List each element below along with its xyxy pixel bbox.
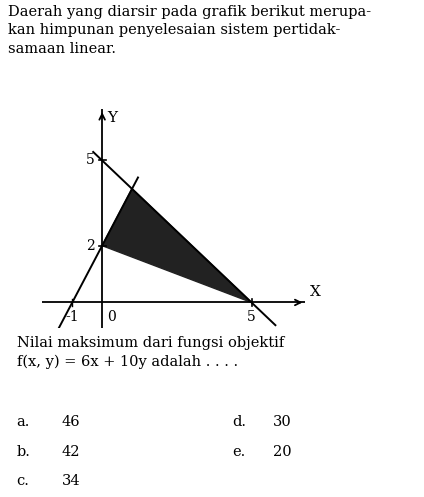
Text: 34: 34 [61,474,80,488]
Text: 5: 5 [86,154,95,167]
Text: b.: b. [17,444,31,459]
Text: 46: 46 [61,415,80,429]
Polygon shape [102,189,251,303]
Text: 0: 0 [108,311,116,325]
Text: X: X [310,285,321,299]
Text: 30: 30 [273,415,292,429]
Text: Y: Y [108,111,117,125]
Text: 5: 5 [247,311,256,325]
Text: 20: 20 [273,444,292,459]
Text: c.: c. [17,474,30,488]
Text: 2: 2 [86,239,95,252]
Text: -1: -1 [65,311,79,325]
Text: d.: d. [232,415,246,429]
Text: 42: 42 [61,444,80,459]
Text: a.: a. [17,415,30,429]
Text: Daerah yang diarsir pada grafik berikut merupa-
kan himpunan penyelesaian sistem: Daerah yang diarsir pada grafik berikut … [8,5,371,56]
Text: Nilai maksimum dari fungsi objektif
f(x, y) = 6x + 10y adalah . . . .: Nilai maksimum dari fungsi objektif f(x,… [17,336,284,369]
Text: e.: e. [232,444,245,459]
